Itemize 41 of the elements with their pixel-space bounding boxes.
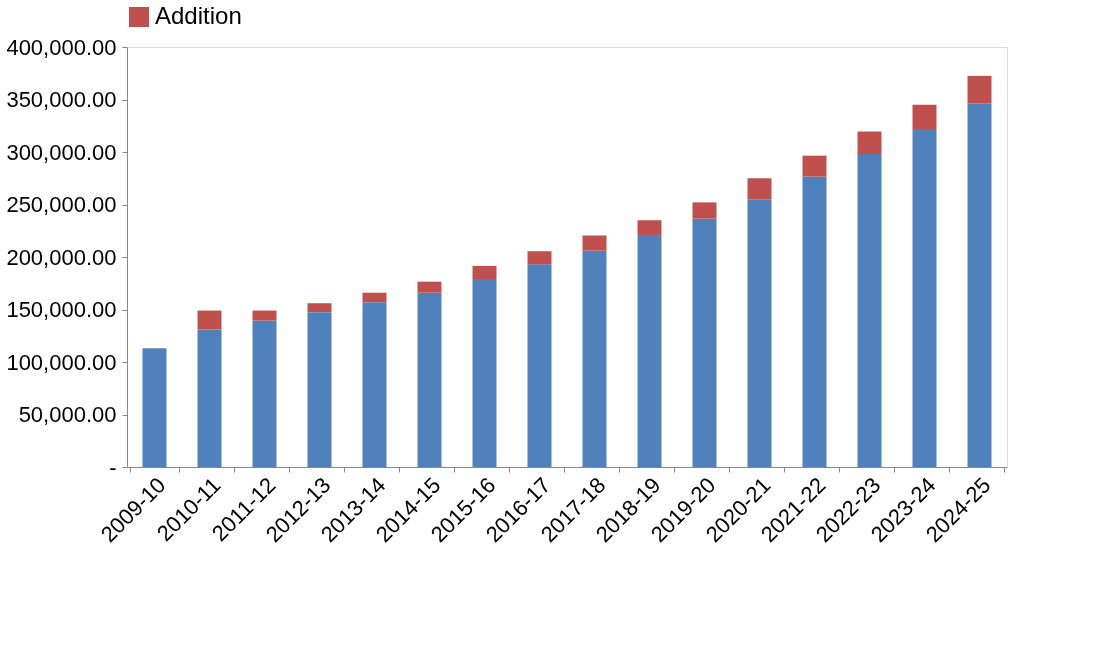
bar [967, 75, 992, 104]
bar [252, 310, 277, 321]
bar [637, 220, 662, 235]
bar [747, 199, 772, 467]
bar [307, 312, 332, 467]
y-tick-label: 250,000.00 [6, 192, 117, 217]
bar [527, 264, 552, 467]
bar [857, 154, 882, 467]
bar [912, 129, 937, 467]
bar [417, 281, 442, 293]
y-tick-label: 400,000.00 [6, 34, 117, 60]
y-tick-label: 350,000.00 [6, 87, 117, 112]
bar [692, 202, 717, 219]
y-tick-label: 300,000.00 [6, 139, 117, 165]
bar [307, 303, 332, 313]
bar [582, 235, 607, 251]
bar [802, 155, 827, 177]
bar [362, 302, 387, 467]
bar [252, 320, 277, 467]
legend-label: Addition [155, 2, 242, 29]
bar [912, 104, 937, 130]
y-tick-label: 100,000.00 [6, 349, 117, 375]
bar [362, 292, 387, 303]
bar [692, 218, 717, 467]
bar [857, 131, 882, 155]
bar [142, 348, 167, 467]
bar [747, 178, 772, 200]
bar [417, 292, 442, 467]
y-tick-label: 50,000.00 [18, 402, 117, 427]
y-tick-label: - [109, 454, 117, 480]
y-tick-label: 150,000.00 [6, 297, 117, 322]
bar [802, 176, 827, 467]
y-tick-label: 200,000.00 [6, 244, 117, 270]
bar [582, 250, 607, 467]
bar [197, 329, 222, 467]
bar [472, 265, 497, 280]
bar [967, 103, 992, 467]
bar [637, 234, 662, 467]
bar [197, 310, 222, 330]
bar [472, 279, 497, 467]
bar [527, 251, 552, 265]
